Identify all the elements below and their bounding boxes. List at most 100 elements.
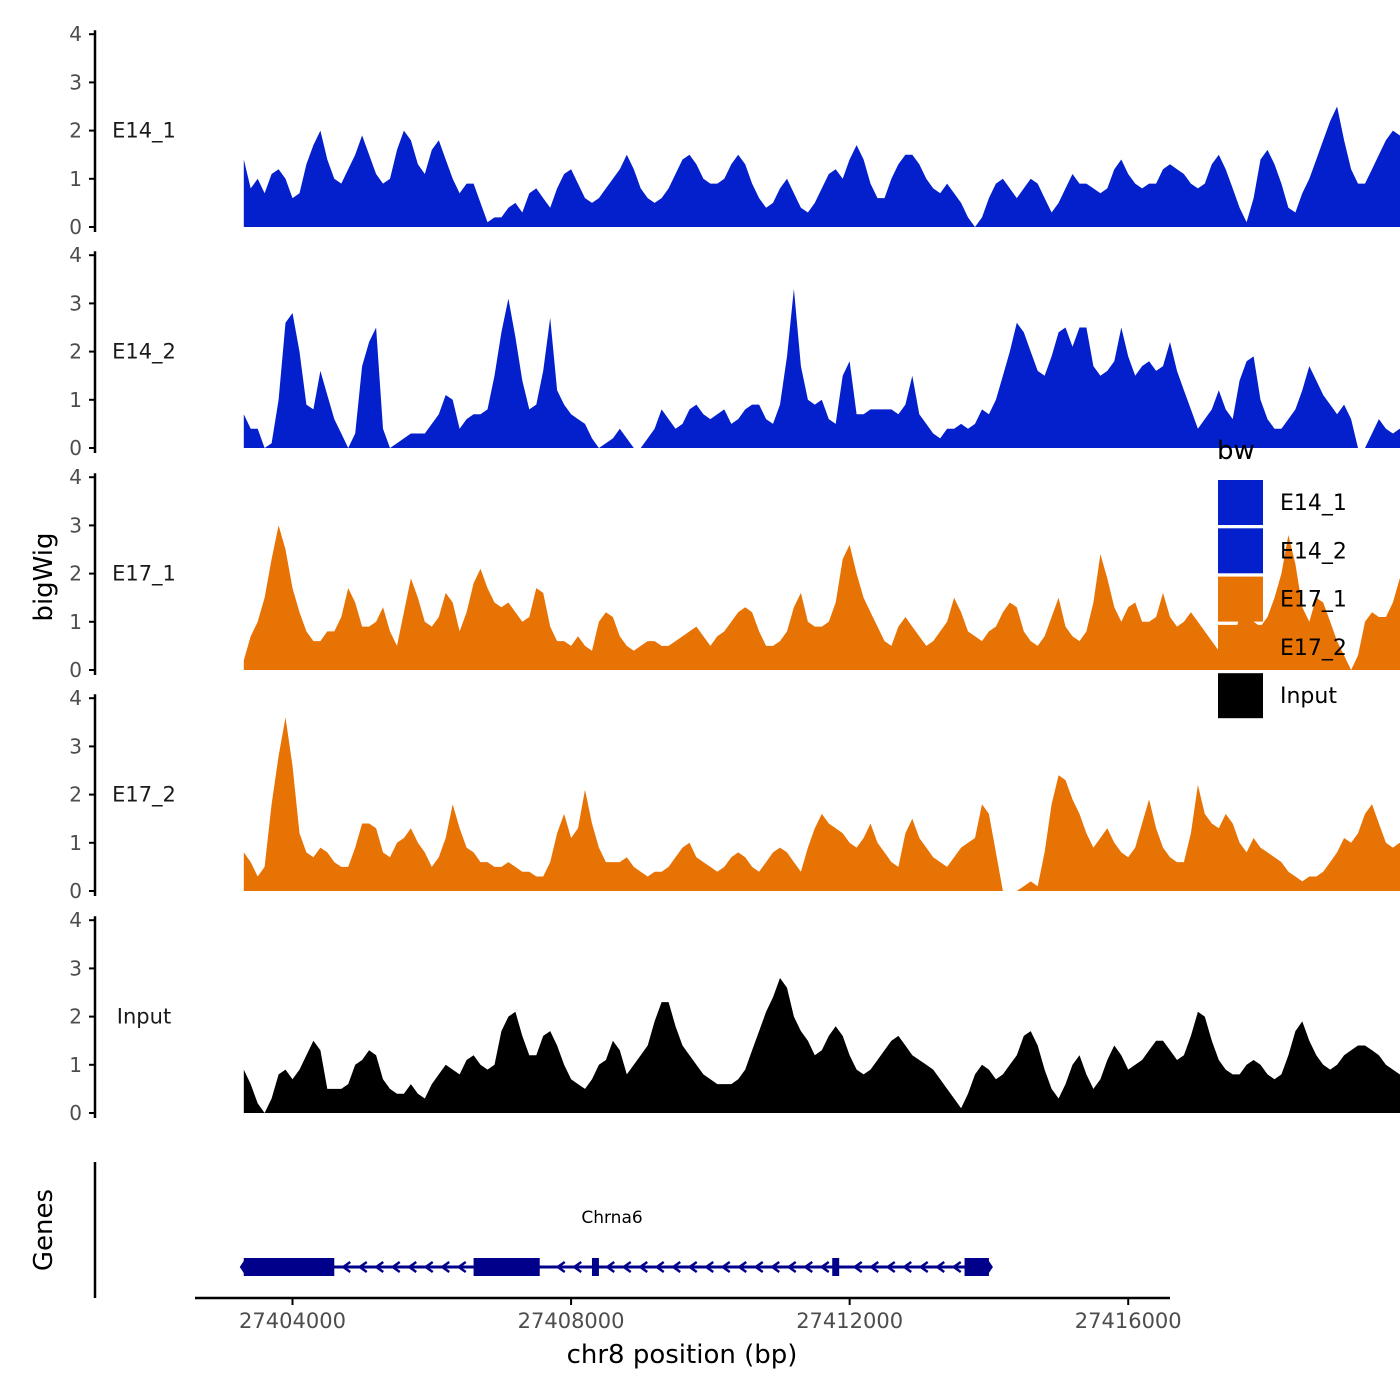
y-tick-label: 0 — [69, 658, 82, 682]
strand-arrow — [918, 1260, 929, 1274]
track-e17-2: 0 1 2 3 4 E17_2 — [69, 686, 1400, 903]
coverage-area-e17-2 — [243, 717, 1400, 891]
y-tick-label: 3 — [69, 291, 82, 315]
y-tick-label: 2 — [69, 562, 82, 586]
gene-exon — [964, 1258, 989, 1276]
x-tick-label: 27404000 — [239, 1309, 346, 1333]
y-tick-label: 0 — [69, 436, 82, 460]
strand-arrow — [638, 1260, 648, 1274]
legend: bw E14_1 E14_2 E17_1 E17_2 Input — [1217, 436, 1347, 719]
legend-label: Input — [1280, 684, 1337, 709]
coverage-tracks: 0 1 2 3 4 E14_1 0 1 2 3 4 E14_2 0 1 2 3 4 E17_1 0 1 2 3 4 E17_2… — [69, 22, 1400, 1125]
legend-swatch — [1218, 624, 1263, 670]
coverage-area-e14-2 — [243, 288, 1400, 448]
y-tick-label: 2 — [69, 119, 82, 143]
track-label: E14_1 — [112, 119, 176, 144]
x-axis-ticks: 27404000 27408000 27412000 27416000 — [239, 1298, 1182, 1333]
gene-exon — [591, 1258, 599, 1276]
strand-arrow — [885, 1260, 896, 1274]
strand-arrow — [687, 1260, 698, 1274]
legend-swatch — [1218, 480, 1263, 525]
y-tick-label: 3 — [69, 956, 82, 980]
y-tick-label: 0 — [69, 1101, 82, 1125]
legend-label: E14_2 — [1280, 539, 1347, 564]
legend-item-e17-1: E17_1 — [1218, 576, 1347, 622]
strand-arrow — [341, 1260, 351, 1274]
y-tick-label: 1 — [69, 1053, 82, 1077]
y-tick-label: 2 — [69, 340, 82, 364]
y-axis-title: bigWig — [29, 532, 59, 621]
gene-exon — [473, 1258, 540, 1276]
legend-swatch — [1218, 673, 1263, 719]
strand-arrow — [770, 1260, 780, 1274]
strand-arrow — [786, 1260, 797, 1274]
legend-item-e17-2: E17_2 — [1218, 624, 1347, 670]
x-tick-label: 27412000 — [796, 1309, 903, 1333]
track-input: 0 1 2 3 4 Input — [69, 908, 1400, 1125]
x-tick-label: 27416000 — [1075, 1309, 1182, 1333]
coverage-area-e14-1 — [243, 106, 1400, 227]
coverage-area-e17-1 — [243, 525, 1400, 670]
strand-arrow — [902, 1260, 912, 1274]
strand-arrow — [951, 1260, 962, 1274]
strand-arrow — [737, 1260, 747, 1274]
legend-label: E17_2 — [1280, 636, 1347, 661]
track-label: Input — [117, 1005, 171, 1029]
y-tick-label: 4 — [69, 908, 82, 932]
coverage-area-input — [243, 978, 1400, 1113]
strand-arrow — [374, 1260, 384, 1274]
legend-title: bw — [1217, 436, 1255, 466]
y-tick-label: 4 — [69, 22, 82, 46]
strand-arrow — [803, 1260, 813, 1274]
x-axis-title: chr8 position (bp) — [567, 1340, 798, 1370]
strand-arrow — [407, 1260, 417, 1274]
strand-arrow — [572, 1260, 582, 1274]
strand-arrow — [753, 1260, 764, 1274]
gene-label: Chrna6 — [581, 1208, 642, 1228]
strand-arrow — [720, 1260, 731, 1274]
strand-arrow — [819, 1260, 830, 1274]
legend-swatch — [1218, 528, 1263, 574]
y-tick-label: 1 — [69, 388, 82, 412]
strand-arrow — [704, 1260, 714, 1274]
x-axis: 27404000 27408000 27412000 27416000 chr8 po… — [195, 1296, 1182, 1370]
strand-arrow — [423, 1260, 434, 1274]
strand-arrow — [440, 1260, 450, 1274]
legend-item-e14-2: E14_2 — [1218, 528, 1347, 574]
strand-arrow — [869, 1260, 879, 1274]
y-tick-label: 2 — [69, 1005, 82, 1029]
strand-arrow — [357, 1260, 368, 1274]
y-tick-label: 1 — [69, 610, 82, 634]
track-e14-2: 0 1 2 3 4 E14_2 — [69, 243, 1400, 460]
strand-arrow — [621, 1260, 632, 1274]
genes-track: Genes Chrna6 — [29, 1162, 993, 1298]
strand-arrow — [456, 1260, 467, 1274]
strand-arrow — [555, 1260, 566, 1274]
gene-exon — [243, 1258, 335, 1276]
y-tick-label: 1 — [69, 167, 82, 191]
genes-axis-title: Genes — [29, 1189, 59, 1271]
y-tick-label: 4 — [69, 465, 82, 489]
y-tick-label: 3 — [69, 734, 82, 758]
track-label: E17_1 — [112, 562, 176, 587]
y-tick-label: 4 — [69, 243, 82, 267]
gene-start-cap — [239, 1258, 246, 1276]
track-label: E14_2 — [112, 340, 176, 365]
strand-arrow — [852, 1260, 863, 1274]
legend-label: E14_1 — [1280, 491, 1347, 516]
strand-arrow — [935, 1260, 945, 1274]
legend-items: E14_1 E14_2 E17_1 E17_2 Input — [1218, 480, 1347, 719]
y-tick-label: 1 — [69, 831, 82, 855]
x-tick-label: 27408000 — [518, 1309, 625, 1333]
track-e17-1: 0 1 2 3 4 E17_1 — [69, 465, 1400, 682]
strand-arrow — [390, 1260, 401, 1274]
y-tick-label: 3 — [69, 513, 82, 537]
y-tick-label: 0 — [69, 879, 82, 903]
legend-item-input: Input — [1218, 673, 1337, 719]
y-tick-label: 0 — [69, 215, 82, 239]
legend-label: E17_1 — [1280, 588, 1347, 613]
strand-arrow — [605, 1260, 615, 1274]
y-tick-label: 4 — [69, 686, 82, 710]
gene-exon — [832, 1258, 840, 1276]
